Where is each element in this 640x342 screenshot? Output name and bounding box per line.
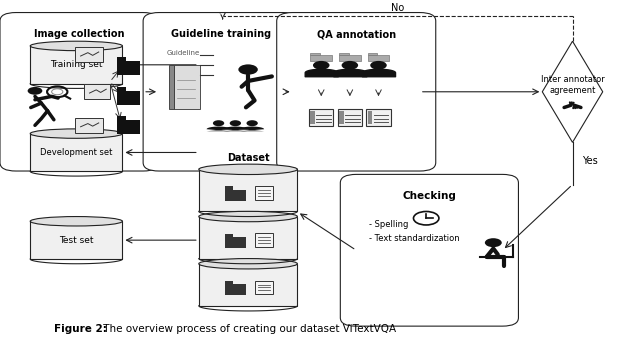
Bar: [367, 53, 378, 55]
Bar: [117, 120, 140, 134]
Bar: [367, 109, 390, 126]
Bar: [30, 221, 122, 259]
Circle shape: [213, 120, 224, 126]
Text: Image collection: Image collection: [35, 29, 125, 39]
Text: No: No: [391, 2, 404, 13]
Polygon shape: [207, 127, 230, 131]
Circle shape: [28, 87, 42, 95]
Bar: [225, 281, 234, 284]
Bar: [117, 57, 126, 61]
Bar: [199, 264, 298, 306]
Text: Figure 2:: Figure 2:: [54, 324, 107, 334]
Bar: [255, 186, 273, 200]
Circle shape: [238, 64, 258, 75]
Circle shape: [413, 211, 439, 225]
Circle shape: [342, 61, 358, 70]
Bar: [117, 61, 140, 75]
Bar: [174, 65, 200, 109]
Circle shape: [230, 120, 241, 126]
Bar: [225, 190, 246, 201]
Ellipse shape: [199, 211, 298, 222]
Polygon shape: [223, 127, 247, 131]
Text: Inter annotator
agreement: Inter annotator agreement: [541, 75, 604, 95]
Bar: [30, 134, 122, 171]
Bar: [225, 234, 234, 237]
Circle shape: [246, 120, 258, 126]
Bar: [310, 55, 332, 61]
Circle shape: [485, 238, 502, 247]
Bar: [310, 53, 320, 55]
Ellipse shape: [30, 216, 122, 226]
Text: Test set: Test set: [59, 236, 93, 245]
Bar: [339, 111, 344, 124]
Text: - Spelling: - Spelling: [369, 221, 408, 229]
Polygon shape: [542, 41, 603, 142]
Bar: [339, 53, 349, 55]
FancyBboxPatch shape: [276, 13, 436, 171]
Bar: [225, 284, 246, 295]
Bar: [199, 169, 298, 211]
Text: - Text standardization: - Text standardization: [369, 234, 460, 243]
Ellipse shape: [30, 129, 122, 138]
Polygon shape: [240, 127, 264, 131]
Ellipse shape: [199, 259, 298, 269]
Bar: [169, 65, 174, 109]
Circle shape: [313, 61, 330, 70]
Bar: [255, 280, 273, 294]
Text: QA annotation: QA annotation: [317, 29, 396, 39]
Text: The overview process of creating our dataset ViTextVQA: The overview process of creating our dat…: [100, 324, 396, 334]
Bar: [117, 91, 140, 105]
Bar: [367, 55, 389, 61]
Text: Development set: Development set: [40, 148, 113, 157]
Bar: [338, 109, 362, 126]
Circle shape: [370, 61, 387, 70]
FancyBboxPatch shape: [340, 174, 518, 326]
FancyBboxPatch shape: [0, 13, 159, 171]
FancyBboxPatch shape: [84, 84, 110, 99]
Bar: [310, 111, 315, 124]
Ellipse shape: [30, 41, 122, 51]
Text: Yes: Yes: [582, 156, 598, 166]
Bar: [30, 46, 122, 84]
Bar: [339, 55, 361, 61]
Bar: [117, 87, 126, 91]
Bar: [255, 233, 273, 247]
Text: Guideline training: Guideline training: [171, 29, 271, 39]
Text: Training set: Training set: [50, 60, 102, 69]
Ellipse shape: [199, 164, 298, 174]
Bar: [309, 109, 333, 126]
FancyBboxPatch shape: [143, 13, 299, 171]
Bar: [225, 186, 234, 190]
Text: Guideline: Guideline: [166, 50, 200, 56]
Bar: [367, 111, 372, 124]
Text: Checking: Checking: [403, 191, 456, 201]
Bar: [117, 116, 126, 120]
FancyBboxPatch shape: [75, 118, 103, 133]
Bar: [199, 216, 298, 259]
Text: Dataset: Dataset: [227, 153, 269, 163]
Bar: [225, 237, 246, 248]
FancyBboxPatch shape: [75, 47, 103, 63]
